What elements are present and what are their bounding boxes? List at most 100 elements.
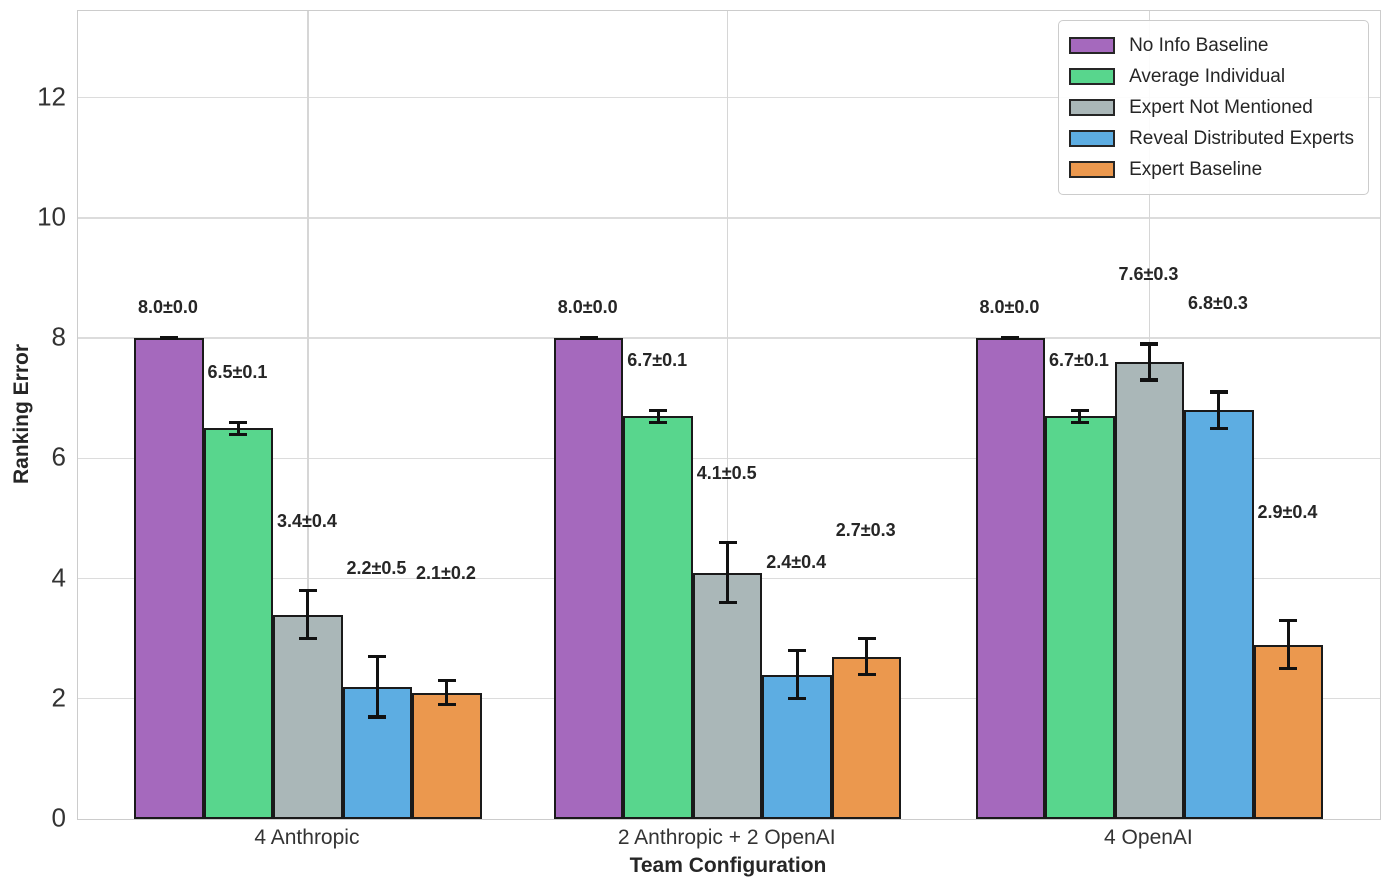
error-bar-cap (718, 600, 737, 605)
value-label: 8.0±0.0 (137, 296, 198, 317)
bar (203, 428, 274, 819)
error-bar-cap (159, 335, 178, 340)
legend-item: Average Individual (1069, 61, 1354, 92)
value-label: 7.6±0.3 (1118, 264, 1179, 285)
legend-item: Reveal Distributed Experts (1069, 123, 1354, 154)
y-axis-label: Ranking Error (10, 343, 33, 485)
legend-label: Expert Not Mentioned (1129, 96, 1313, 118)
bar (1045, 416, 1115, 819)
v-gridline (726, 11, 729, 819)
y-tick-label: 12 (37, 81, 66, 112)
y-tick-label: 8 (51, 321, 66, 352)
h-gridline (78, 457, 1380, 459)
error-bar-cap (298, 588, 317, 593)
value-label: 3.4±0.4 (276, 510, 337, 531)
bar (273, 614, 343, 819)
error-bar-cap (788, 697, 807, 701)
error-bar-line (236, 422, 240, 435)
error-bar-cap (1140, 378, 1159, 382)
error-bar-cap (368, 715, 387, 719)
bar (1114, 362, 1185, 819)
legend-swatch (1069, 130, 1116, 147)
error-bar-cap (298, 636, 317, 641)
error-bar-cap (1209, 390, 1228, 394)
x-tick-label: 2 Anthropic + 2 OpenAI (617, 826, 836, 849)
h-gridline (78, 96, 1380, 99)
y-tick-label: 10 (37, 201, 66, 232)
h-gridline (78, 337, 1380, 339)
error-bar-line (795, 650, 799, 699)
error-bar-line (1286, 620, 1290, 669)
legend: No Info Baseline Average Individual Expert… (1058, 20, 1369, 195)
error-bar-line (1217, 392, 1221, 429)
x-axis-label: Team Configuration (629, 854, 827, 877)
error-bar-cap (368, 655, 387, 659)
legend-label: Average Individual (1129, 65, 1286, 87)
bar (831, 656, 902, 819)
error-bar-cap (857, 636, 876, 641)
bar (1184, 410, 1254, 819)
value-label: 6.7±0.1 (627, 349, 688, 370)
legend-item: No Info Baseline (1069, 30, 1354, 61)
legend-swatch (1069, 37, 1116, 54)
y-tick-label: 6 (51, 441, 66, 472)
bar (134, 338, 204, 819)
value-label: 6.5±0.1 (207, 361, 268, 382)
error-bar-cap (1001, 335, 1020, 340)
error-bar-cap (1279, 667, 1298, 671)
h-gridline (78, 217, 1380, 219)
bar (1253, 644, 1324, 819)
legend-label: Expert Baseline (1129, 158, 1263, 180)
legend-swatch (1069, 161, 1116, 178)
legend-item: Expert Not Mentioned (1069, 92, 1354, 123)
value-label: 2.4±0.4 (766, 551, 827, 572)
error-bar-cap (437, 703, 456, 707)
error-bar-line (726, 542, 730, 603)
error-bar-cap (1140, 342, 1159, 346)
value-label: 2.1±0.2 (415, 562, 476, 583)
error-bar-cap (788, 648, 807, 653)
error-bar-line (656, 410, 660, 423)
legend-swatch (1069, 68, 1116, 85)
value-label: 4.1±0.5 (696, 462, 757, 483)
error-bar-cap (718, 540, 737, 545)
error-bar-line (445, 680, 449, 705)
value-label: 2.7±0.3 (835, 520, 896, 541)
error-bar-line (306, 590, 310, 639)
x-tick-label: 4 OpenAI (1104, 826, 1193, 849)
error-bar-cap (649, 408, 668, 412)
legend-swatch (1069, 99, 1116, 116)
error-bar-cap (437, 679, 456, 683)
error-bar-cap (579, 335, 598, 340)
error-bar-line (1078, 410, 1082, 423)
error-bar-cap (1070, 408, 1089, 412)
bar (975, 338, 1046, 819)
bar (553, 338, 624, 819)
y-tick-label: 0 (51, 802, 66, 833)
y-tick-label: 4 (51, 562, 66, 593)
value-label: 2.9±0.4 (1257, 502, 1318, 523)
error-bar-line (865, 638, 869, 675)
legend-item: Expert Baseline (1069, 154, 1354, 185)
value-label: 8.0±0.0 (979, 296, 1040, 317)
y-tick-label: 2 (51, 682, 66, 713)
value-label: 6.8±0.3 (1187, 293, 1248, 314)
value-label: 6.7±0.1 (1048, 349, 1109, 370)
error-bar-cap (1279, 618, 1298, 623)
x-tick-label: 4 Anthropic (254, 826, 360, 849)
error-bar-cap (229, 420, 248, 424)
error-bar-cap (649, 420, 668, 424)
value-label: 2.2±0.5 (346, 557, 407, 578)
error-bar-cap (1209, 426, 1228, 430)
legend-label: No Info Baseline (1129, 34, 1269, 56)
bar (412, 692, 482, 819)
bar (692, 572, 763, 819)
error-bar-cap (857, 673, 876, 677)
legend-label: Reveal Distributed Experts (1129, 127, 1354, 149)
error-bar-line (1147, 344, 1151, 381)
error-bar-cap (229, 432, 248, 436)
bar (623, 416, 693, 819)
v-gridline (307, 11, 309, 819)
value-label: 8.0±0.0 (557, 296, 618, 317)
